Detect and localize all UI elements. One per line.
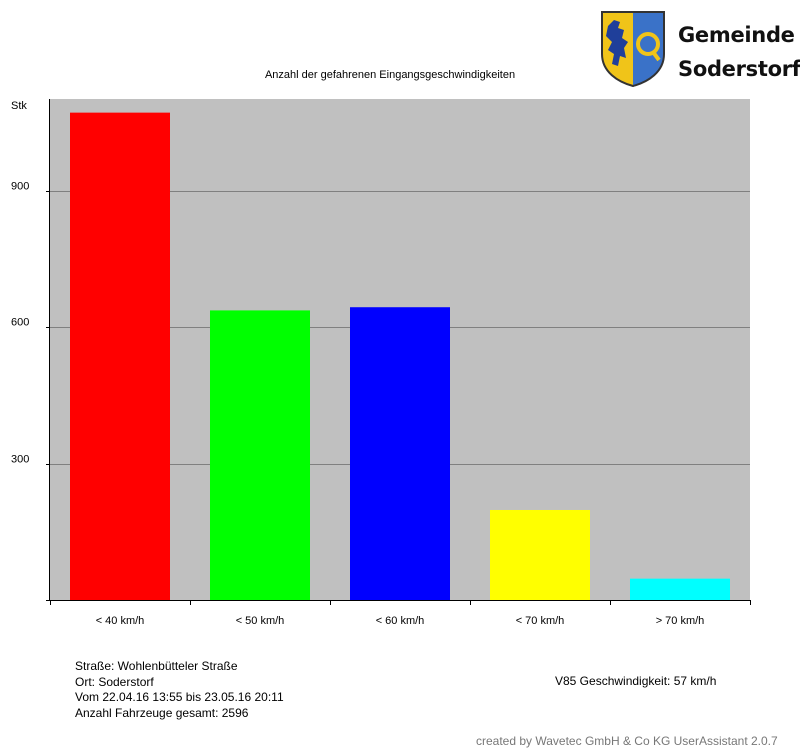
x-tick-label: < 60 km/h bbox=[376, 615, 425, 627]
info-place: Ort: Soderstorf bbox=[75, 674, 154, 689]
info-street: Straße: Wohlenbütteler Straße bbox=[75, 659, 238, 673]
measurement-info: Straße: Wohlenbütteler Straße Ort: Soder… bbox=[75, 659, 284, 721]
y-axis-unit-label: Stk bbox=[11, 100, 27, 112]
x-tick-label: < 40 km/h bbox=[96, 615, 145, 627]
bar bbox=[70, 112, 170, 600]
info-vehicle-count: Anzahl Fahrzeuge gesamt: 2596 bbox=[75, 705, 249, 720]
x-tick-label: < 50 km/h bbox=[236, 615, 285, 627]
chart-title: Anzahl der gefahrenen Eingangsgeschwindi… bbox=[264, 69, 516, 81]
bar bbox=[490, 509, 590, 600]
coat-of-arms-icon bbox=[601, 11, 665, 88]
bar bbox=[210, 310, 310, 600]
municipality-logo: Gemeinde Soderstorf bbox=[598, 8, 800, 90]
v85-speed: V85 Geschwindigkeit: 57 km/h bbox=[555, 674, 717, 688]
y-tick-label: 600 bbox=[11, 317, 29, 329]
logo-text-line2: Soderstorf bbox=[678, 57, 800, 81]
info-period: Vom 22.04.16 13:55 bis 23.05.16 20:11 bbox=[75, 690, 284, 704]
y-tick-label: 900 bbox=[11, 181, 29, 193]
logo-text-line1: Gemeinde bbox=[678, 23, 795, 47]
bar bbox=[630, 578, 730, 600]
x-tick-label: < 70 km/h bbox=[516, 615, 565, 627]
software-credit: created by Wavetec GmbH & Co KG UserAssi… bbox=[476, 734, 778, 748]
x-tick-label: > 70 km/h bbox=[656, 615, 705, 627]
bar bbox=[350, 307, 450, 600]
y-tick-label: 300 bbox=[11, 454, 29, 466]
